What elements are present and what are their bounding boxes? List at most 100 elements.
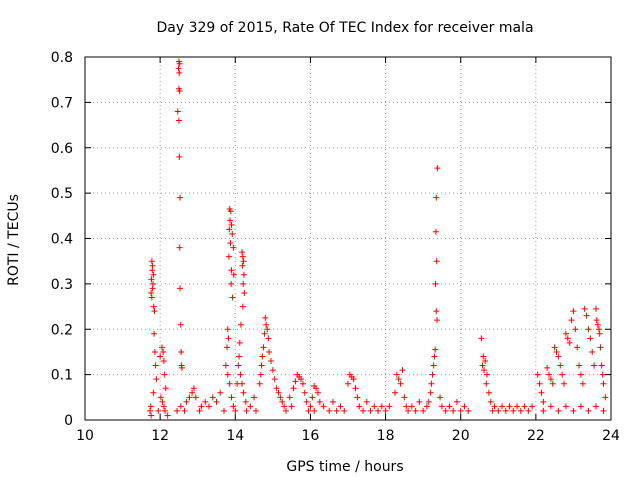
data-point bbox=[279, 398, 286, 405]
data-point bbox=[433, 194, 440, 201]
data-point bbox=[151, 330, 158, 337]
data-point bbox=[149, 267, 156, 274]
x-tick-label: 18 bbox=[377, 428, 395, 444]
data-point bbox=[393, 371, 400, 378]
data-point bbox=[259, 353, 266, 360]
data-point bbox=[256, 380, 263, 387]
data-point bbox=[292, 378, 299, 385]
data-point bbox=[260, 344, 267, 351]
data-point bbox=[151, 348, 158, 355]
data-point bbox=[367, 407, 374, 414]
data-point bbox=[228, 280, 235, 287]
data-point bbox=[547, 376, 554, 383]
data-point bbox=[309, 394, 316, 401]
data-point bbox=[598, 362, 605, 369]
data-point bbox=[576, 362, 583, 369]
data-point bbox=[465, 407, 472, 414]
data-point bbox=[271, 376, 278, 383]
data-point bbox=[564, 335, 571, 342]
data-point bbox=[546, 371, 553, 378]
y-tick-label: 0.2 bbox=[51, 322, 73, 338]
data-point bbox=[148, 289, 155, 296]
data-point bbox=[559, 371, 566, 378]
data-point bbox=[186, 394, 193, 401]
data-point bbox=[237, 321, 244, 328]
data-point bbox=[316, 398, 323, 405]
data-point bbox=[159, 398, 166, 405]
x-tick-label: 14 bbox=[226, 428, 244, 444]
data-point bbox=[597, 344, 604, 351]
data-point bbox=[551, 344, 558, 351]
data-point bbox=[329, 398, 336, 405]
data-point bbox=[457, 407, 464, 414]
data-point bbox=[152, 362, 159, 369]
data-point bbox=[239, 253, 246, 260]
data-point bbox=[258, 362, 265, 369]
data-point bbox=[579, 380, 586, 387]
data-point bbox=[226, 226, 233, 233]
data-point bbox=[432, 346, 439, 353]
data-point bbox=[360, 407, 367, 414]
data-point bbox=[495, 407, 502, 414]
data-point bbox=[570, 407, 577, 414]
data-point bbox=[432, 280, 439, 287]
data-point bbox=[481, 367, 488, 374]
y-tick-label: 0.7 bbox=[51, 95, 73, 111]
data-point bbox=[589, 348, 596, 355]
data-point bbox=[162, 407, 169, 414]
data-point bbox=[572, 326, 579, 333]
data-point bbox=[313, 385, 320, 392]
data-point bbox=[161, 371, 168, 378]
data-point bbox=[299, 380, 306, 387]
data-point bbox=[592, 403, 599, 410]
data-point bbox=[241, 289, 248, 296]
data-point bbox=[240, 271, 247, 278]
data-point bbox=[574, 344, 581, 351]
data-point bbox=[148, 276, 155, 283]
data-point bbox=[491, 403, 498, 410]
data-point bbox=[155, 407, 162, 414]
data-point bbox=[240, 280, 247, 287]
data-point bbox=[577, 403, 584, 410]
data-point bbox=[401, 394, 408, 401]
y-tick-label: 0.3 bbox=[51, 277, 73, 293]
data-point bbox=[232, 407, 239, 414]
data-point bbox=[242, 398, 249, 405]
data-point bbox=[177, 285, 184, 292]
data-point bbox=[198, 403, 205, 410]
data-point bbox=[240, 389, 247, 396]
data-point bbox=[480, 353, 487, 360]
data-point bbox=[176, 60, 183, 67]
data-point bbox=[247, 403, 254, 410]
data-point bbox=[408, 403, 415, 410]
data-point bbox=[391, 389, 398, 396]
data-point bbox=[239, 249, 246, 256]
data-point bbox=[341, 407, 348, 414]
data-point bbox=[146, 407, 153, 414]
data-point bbox=[538, 389, 545, 396]
data-point bbox=[399, 367, 406, 374]
data-point bbox=[227, 208, 234, 215]
data-point bbox=[562, 403, 569, 410]
data-point bbox=[375, 407, 382, 414]
axis-ticks bbox=[84, 56, 612, 421]
data-point bbox=[416, 398, 423, 405]
data-point bbox=[540, 398, 547, 405]
data-point bbox=[190, 385, 197, 392]
data-point bbox=[326, 407, 333, 414]
data-point bbox=[432, 228, 439, 235]
data-point bbox=[301, 389, 308, 396]
data-point bbox=[177, 403, 184, 410]
data-point bbox=[230, 244, 237, 251]
data-point bbox=[345, 380, 351, 387]
data-point bbox=[602, 394, 609, 401]
data-point bbox=[599, 371, 606, 378]
x-tick-label: 12 bbox=[151, 428, 169, 444]
data-point bbox=[499, 403, 506, 410]
grid-lines bbox=[85, 57, 611, 420]
data-point bbox=[581, 305, 588, 312]
data-point bbox=[485, 389, 492, 396]
data-point bbox=[224, 326, 231, 333]
data-point bbox=[482, 358, 489, 365]
